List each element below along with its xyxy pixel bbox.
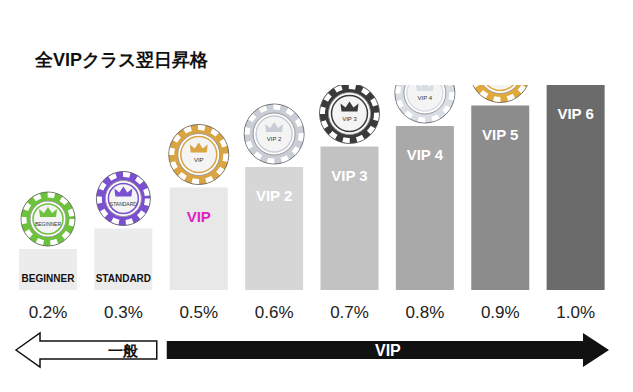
svg-text:VIP 3: VIP 3 xyxy=(331,167,367,184)
svg-text:0.5%: 0.5% xyxy=(179,303,218,322)
svg-text:0.3%: 0.3% xyxy=(104,303,143,322)
svg-text:0.7%: 0.7% xyxy=(330,303,369,322)
svg-text:VIP: VIP xyxy=(187,208,211,225)
svg-text:0.9%: 0.9% xyxy=(481,303,520,322)
svg-text:一般: 一般 xyxy=(108,342,139,359)
svg-text:STANDARD: STANDARD xyxy=(96,273,151,284)
svg-text:0.6%: 0.6% xyxy=(255,303,294,322)
html-text:全VIPクラス翌日昇格: 全VIPクラス翌日昇格 xyxy=(35,50,208,70)
svg-text:VIP 6: VIP 6 xyxy=(557,105,593,122)
svg-text:VIP 5: VIP 5 xyxy=(482,126,518,143)
svg-text:VIP: VIP xyxy=(194,157,204,163)
svg-text:VIP 3: VIP 3 xyxy=(342,116,357,122)
svg-text:VIP 4: VIP 4 xyxy=(418,95,433,101)
svg-text:STANDARD: STANDARD xyxy=(110,201,138,207)
svg-text:VIP 4: VIP 4 xyxy=(407,146,444,163)
svg-text:BEGINNER: BEGINNER xyxy=(35,221,62,227)
svg-text:1.0%: 1.0% xyxy=(556,303,595,322)
svg-text:BEGINNER: BEGINNER xyxy=(22,273,76,284)
svg-text:VIP 2: VIP 2 xyxy=(256,187,292,204)
svg-text:VIP 2: VIP 2 xyxy=(267,136,282,142)
svg-text:VIP: VIP xyxy=(375,342,401,359)
svg-text:0.8%: 0.8% xyxy=(406,303,445,322)
svg-text:0.2%: 0.2% xyxy=(29,303,68,322)
